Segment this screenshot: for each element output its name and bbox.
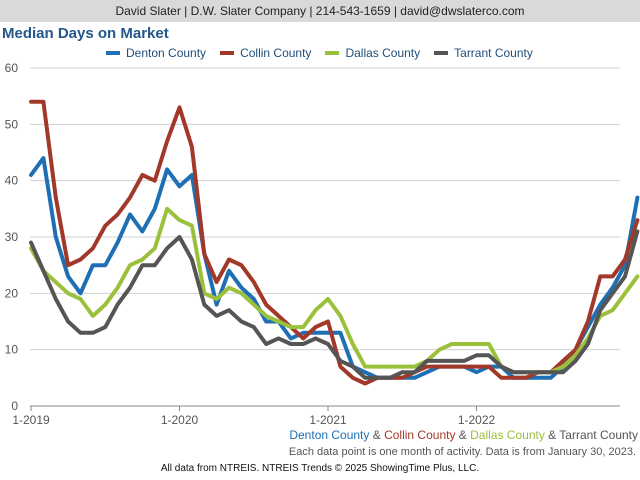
y-tick-label-50: 50 [5, 117, 19, 131]
series-caption: Denton County & Collin County & Dallas C… [289, 428, 638, 442]
caption-sep-3: & [544, 428, 560, 442]
caption-dallas: Dallas County [470, 428, 545, 442]
caption-sep-2: & [455, 428, 471, 442]
y-tick-label-20: 20 [5, 286, 19, 300]
source-footer: All data from NTREIS. NTREIS Trends © 20… [160, 463, 480, 474]
x-tick-label-2: 1-2021 [309, 413, 347, 427]
y-tick-label-10: 10 [5, 343, 19, 357]
legend-label-denton: Denton County [126, 46, 207, 60]
caption-sep-1: & [369, 428, 385, 442]
legend-swatch-dallas [325, 51, 340, 55]
legend-swatch-collin [220, 51, 235, 55]
y-tick-label-40: 40 [5, 174, 19, 188]
y-tick-label-0: 0 [11, 399, 18, 413]
legend-label-dallas: Dallas County [345, 46, 421, 60]
legend-item-denton: Denton County [106, 45, 206, 61]
contact-header: David Slater | D.W. Slater Company | 214… [115, 4, 525, 18]
data-note: Each data point is one month of activity… [288, 446, 636, 458]
x-tick-label-3: 1-2022 [458, 413, 496, 427]
series-line-tarrant [29, 229, 640, 380]
y-tick-label-30: 30 [5, 230, 19, 244]
series-line-collin [29, 99, 640, 386]
x-tick-label-1: 1-2020 [161, 413, 199, 427]
legend-label-tarrant: Tarrant County [454, 46, 533, 60]
header-bar [0, 0, 640, 22]
chart-title: Median Days on Market [2, 25, 169, 42]
caption-collin: Collin County [384, 428, 456, 442]
legend-item-collin: Collin County [220, 45, 311, 61]
chart-legend: Denton County Collin County Dallas Count… [106, 45, 547, 61]
caption-tarrant: Tarrant County [559, 428, 638, 442]
series-line-denton [29, 156, 640, 380]
legend-item-tarrant: Tarrant County [434, 45, 533, 61]
y-tick-label-60: 60 [5, 61, 19, 75]
legend-item-dallas: Dallas County [325, 45, 420, 61]
legend-swatch-tarrant [434, 51, 449, 55]
x-tick-label-0: 1-2019 [12, 413, 50, 427]
caption-denton: Denton County [289, 428, 370, 442]
legend-swatch-denton [106, 51, 120, 55]
legend-label-collin: Collin County [240, 46, 312, 60]
